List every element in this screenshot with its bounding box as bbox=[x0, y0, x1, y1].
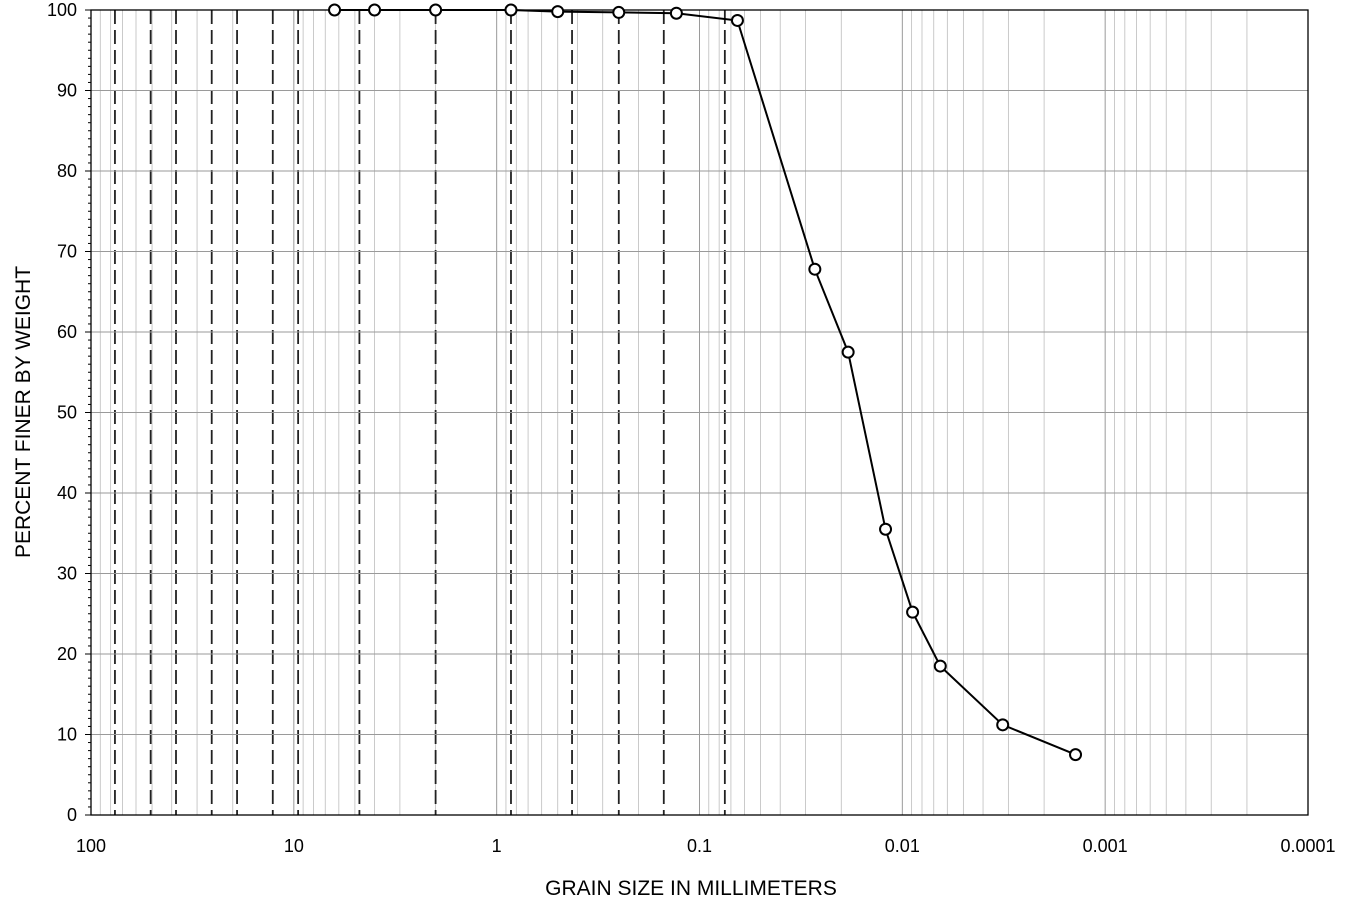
x-tick-label: 100 bbox=[76, 836, 106, 856]
data-point bbox=[906, 605, 920, 619]
data-point bbox=[612, 5, 626, 19]
data-point bbox=[429, 3, 443, 17]
data-point bbox=[808, 262, 822, 276]
y-tick-label: 60 bbox=[57, 322, 77, 342]
y-tick-label: 0 bbox=[67, 805, 77, 825]
x-axis-label: GRAIN SIZE IN MILLIMETERS bbox=[545, 877, 837, 900]
x-tick-label: 0.1 bbox=[687, 836, 712, 856]
y-tick-label: 100 bbox=[47, 0, 77, 20]
y-tick-label: 20 bbox=[57, 644, 77, 664]
data-point bbox=[841, 345, 855, 359]
data-point bbox=[669, 6, 683, 20]
series-group bbox=[328, 3, 1083, 762]
data-point bbox=[504, 3, 518, 17]
y-tick-labels: 0 10 20 30 40 50 60 70 80 90 100 bbox=[47, 0, 77, 825]
y-tick-label: 30 bbox=[57, 564, 77, 584]
y-tick-label: 50 bbox=[57, 403, 77, 423]
x-tick-label: 0.01 bbox=[885, 836, 920, 856]
y-tick-label: 90 bbox=[57, 81, 77, 101]
data-point bbox=[879, 522, 893, 536]
y-tick-label: 80 bbox=[57, 161, 77, 181]
x-tick-label: 10 bbox=[284, 836, 304, 856]
y-axis-label: PERCENT FINER BY WEIGHT bbox=[12, 266, 35, 558]
data-point bbox=[328, 3, 342, 17]
y-tick-label: 10 bbox=[57, 725, 77, 745]
data-point bbox=[730, 13, 744, 27]
y-minor-ticks bbox=[85, 9, 91, 816]
data-point bbox=[1069, 748, 1083, 762]
x-tick-labels: 100 10 1 0.1 0.01 0.001 0.0001 bbox=[76, 836, 1336, 856]
data-point bbox=[368, 3, 382, 17]
series-line bbox=[334, 9, 1076, 756]
data-point bbox=[996, 718, 1010, 732]
data-point bbox=[551, 5, 565, 19]
data-point bbox=[933, 659, 947, 673]
x-tick-label: 1 bbox=[492, 836, 502, 856]
y-tick-label: 40 bbox=[57, 483, 77, 503]
x-tick-label: 0.001 bbox=[1083, 836, 1128, 856]
y-tick-label: 70 bbox=[57, 242, 77, 262]
x-tick-label: 0.0001 bbox=[1280, 836, 1335, 856]
